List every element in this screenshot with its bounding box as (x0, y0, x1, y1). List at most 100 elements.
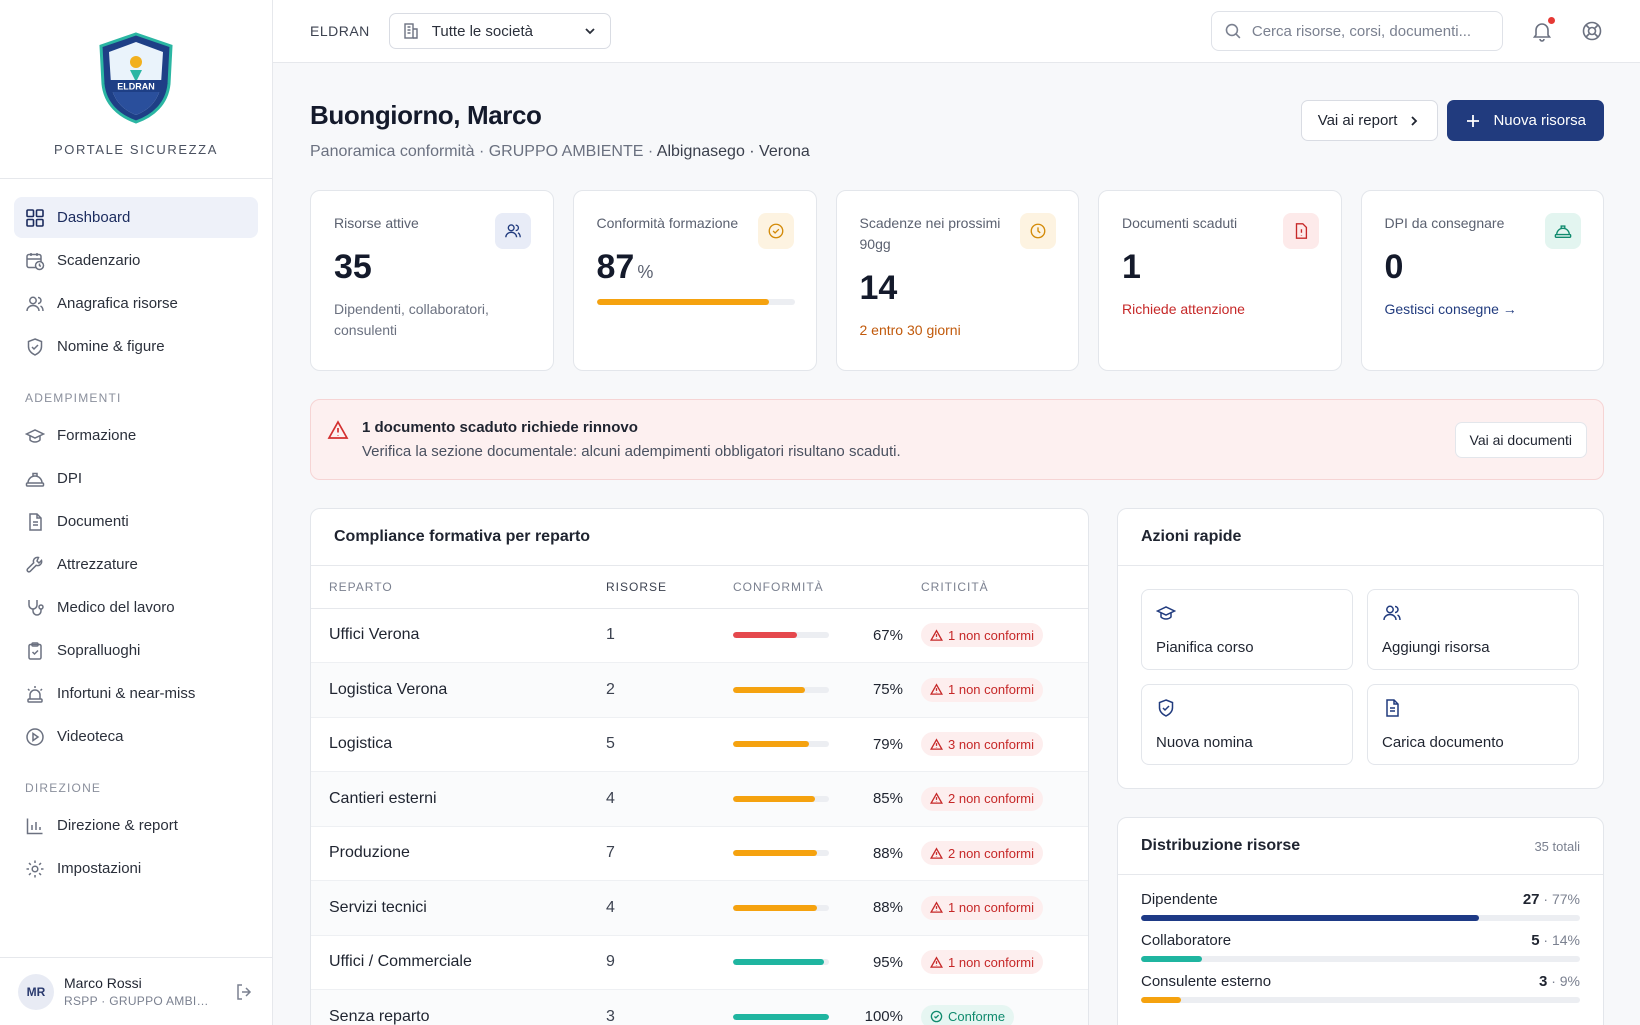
cell-criticita: 1 non conformi (921, 935, 1088, 990)
quick-actions-title: Azioni rapide (1118, 509, 1603, 566)
cell-conformita: 75% (733, 663, 921, 718)
sidebar-item-nomine[interactable]: Nomine & figure (14, 326, 258, 367)
sidebar-item-label: Impostazioni (57, 860, 141, 877)
quick-action-label: Carica documento (1382, 734, 1564, 751)
kpi-value-unit: % (637, 262, 653, 282)
distribution-row: Consulente esterno 3 · 9% (1141, 973, 1580, 1003)
quick-action-pianifica-corso[interactable]: Pianifica corso (1141, 589, 1353, 670)
conformity-bar-fill (733, 905, 817, 911)
distribution-row-top: Collaboratore 5 · 14% (1141, 932, 1580, 949)
cell-reparto: Logistica Verona (311, 663, 606, 718)
company-select[interactable]: Tutte le società (389, 13, 611, 49)
sidebar-item-dpi[interactable]: DPI (14, 458, 258, 499)
quick-action-carica-documento[interactable]: Carica documento (1367, 684, 1579, 765)
wrench-icon (25, 555, 45, 575)
status-badge-label: 2 non conformi (948, 791, 1034, 806)
kpi-card-dpi[interactable]: DPI da consegnare 0 Gestisci consegne → (1361, 190, 1605, 371)
compliance-title: Compliance formativa per reparto (311, 509, 1088, 566)
sidebar-item-formazione[interactable]: Formazione (14, 415, 258, 456)
conformity-wrap: 88% (733, 845, 921, 862)
header-actions: Vai ai report Nuova risorsa (1301, 100, 1604, 141)
hard-hat-icon (1554, 222, 1572, 240)
conformity-percent: 95% (873, 954, 903, 971)
column-header-criticita[interactable]: CRITICITÀ (921, 566, 1088, 608)
table-row[interactable]: Produzione 7 88% 2 non conformi (311, 826, 1088, 881)
help-button[interactable] (1581, 20, 1603, 42)
quick-action-label: Aggiungi risorsa (1382, 639, 1564, 656)
column-header-reparto[interactable]: REPARTO (311, 566, 606, 608)
sidebar-item-direzione-report[interactable]: Direzione & report (14, 805, 258, 846)
conformity-percent: 88% (873, 899, 903, 916)
table-row[interactable]: Uffici / Commerciale 9 95% 1 non conformi (311, 935, 1088, 990)
distribution-row-top: Consulente esterno 3 · 9% (1141, 973, 1580, 990)
manage-deliveries-link[interactable]: Gestisci consegne → (1385, 299, 1581, 320)
quick-action-nuova-nomina[interactable]: Nuova nomina (1141, 684, 1353, 765)
distribution-count: 5 (1531, 932, 1539, 949)
sidebar-item-documenti[interactable]: Documenti (14, 501, 258, 542)
table-row[interactable]: Logistica 5 79% 3 non conformi (311, 717, 1088, 772)
kpi-row: Risorse attive 35 Dipendenti, collaborat… (310, 190, 1604, 371)
cell-conformita: 88% (733, 826, 921, 881)
distribution-pct: · 14% (1540, 932, 1580, 948)
report-button[interactable]: Vai ai report (1301, 100, 1439, 141)
sidebar-item-scadenzario[interactable]: Scadenzario (14, 240, 258, 281)
sidebar-item-anagrafica[interactable]: Anagrafica risorse (14, 283, 258, 324)
logout-icon[interactable] (234, 982, 254, 1002)
sidebar-item-label: DPI (57, 470, 82, 487)
chevron-right-icon (1407, 114, 1421, 128)
eldran-logo[interactable]: ELDRAN (97, 32, 175, 124)
sidebar-item-infortuni[interactable]: Infortuni & near-miss (14, 673, 258, 714)
column-header-risorse[interactable]: RISORSE (606, 566, 733, 608)
sidebar-item-sopralluoghi[interactable]: Sopralluoghi (14, 630, 258, 671)
avatar[interactable]: MR (18, 974, 54, 1010)
main-content: Buongiorno, Marco Panoramica conformità … (310, 63, 1604, 1025)
search-box[interactable] (1211, 11, 1503, 51)
sidebar-item-medico[interactable]: Medico del lavoro (14, 587, 258, 628)
calendar-clock-icon (25, 251, 45, 271)
table-row[interactable]: Logistica Verona 2 75% 1 non conformi (311, 663, 1088, 718)
quick-action-aggiungi-risorsa[interactable]: Aggiungi risorsa (1367, 589, 1579, 670)
cell-risorse: 4 (606, 772, 733, 827)
user-name: Marco Rossi (64, 975, 234, 991)
status-badge: Conforme (921, 1005, 1014, 1025)
kpi-card-risorse[interactable]: Risorse attive 35 Dipendenti, collaborat… (310, 190, 554, 371)
column-header-conformita[interactable]: CONFORMITÀ (733, 566, 921, 608)
conformity-bar-fill (733, 850, 817, 856)
kpi-value-number: 87 (597, 248, 635, 286)
warning-triangle-icon (930, 792, 943, 805)
sidebar-item-impostazioni[interactable]: Impostazioni (14, 848, 258, 889)
kpi-card-documenti[interactable]: Documenti scaduti 1 Richiede attenzione (1098, 190, 1342, 371)
notifications-button[interactable] (1531, 20, 1553, 42)
sidebar-item-dashboard[interactable]: Dashboard (14, 197, 258, 238)
sidebar-item-attrezzature[interactable]: Attrezzature (14, 544, 258, 585)
brand-subtitle: PORTALE SICUREZZA (54, 142, 218, 157)
cell-conformita: 100% (733, 990, 921, 1025)
sidebar-item-label: Attrezzature (57, 556, 138, 573)
conformity-bar-fill (733, 687, 805, 693)
hard-hat-icon (25, 469, 45, 489)
kpi-card-formazione[interactable]: Conformità formazione 87% (573, 190, 817, 371)
kpi-note: 2 entro 30 giorni (860, 320, 1056, 341)
distribution-value: 27 · 77% (1523, 891, 1580, 908)
table-row[interactable]: Servizi tecnici 4 88% 1 non conformi (311, 881, 1088, 936)
conformity-percent: 100% (865, 1008, 903, 1025)
table-row[interactable]: Cantieri esterni 4 85% 2 non conformi (311, 772, 1088, 827)
search-input[interactable] (1252, 23, 1490, 40)
user-info: Marco Rossi RSPP · GRUPPO AMBIENTE (64, 975, 234, 1008)
warning-triangle-icon (930, 683, 943, 696)
status-badge: 1 non conformi (921, 950, 1043, 974)
sidebar-item-videoteca[interactable]: Videoteca (14, 716, 258, 757)
new-resource-button[interactable]: Nuova risorsa (1447, 100, 1604, 141)
kpi-note: Richiede attenzione (1122, 299, 1318, 320)
table-row[interactable]: Senza reparto 3 100% Conforme (311, 990, 1088, 1025)
table-row[interactable]: Uffici Verona 1 67% 1 non conformi (311, 608, 1088, 663)
status-badge: 2 non conformi (921, 841, 1043, 865)
compliance-table-body: Uffici Verona 1 67% 1 non conformi Logistica… (311, 608, 1088, 1025)
graduation-cap-icon (25, 426, 45, 446)
cell-risorse: 9 (606, 935, 733, 990)
quick-actions-grid: Pianifica corso Aggiungi risorsa Nuova n… (1118, 566, 1603, 788)
kpi-card-scadenze[interactable]: Scadenze nei prossimi 90gg 14 2 entro 30… (836, 190, 1080, 371)
distribution-card: Distribuzione risorse 35 totali Dipenden… (1117, 817, 1604, 1025)
go-to-documents-button[interactable]: Vai ai documenti (1455, 422, 1587, 458)
distribution-pct: · 9% (1547, 973, 1580, 989)
